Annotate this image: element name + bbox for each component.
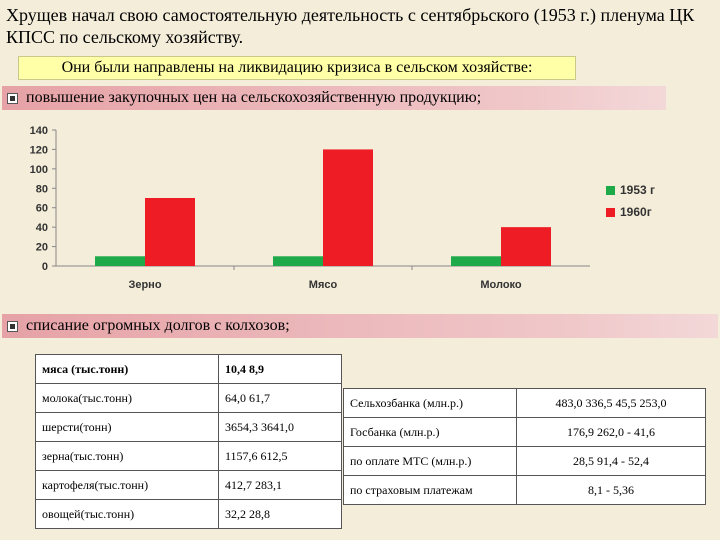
bar-Мясо-1953 г: [273, 256, 323, 266]
y-tick-label: 100: [30, 164, 48, 176]
bar-chart: 0 20 40 60 80 100 120 140 Зерно Мясо Молоко 1953 г 1…: [30, 125, 655, 291]
table-cell: молока(тыс.тонн): [35, 383, 219, 413]
page-title: Хрущев начал свою самостоятельную деятел…: [6, 5, 695, 47]
debt-table: Сельхозбанка (млн.р.) 483,0 336,5 45,5 2…: [343, 388, 706, 505]
bar-Молоко-1960г: [501, 227, 551, 266]
x-tick-label: Зерно: [128, 279, 161, 291]
bullet-text: повышение закупочных цен на сельскохозяй…: [26, 89, 482, 106]
table-row: мяса (тыс.тонн) 10,4 8,9: [35, 354, 342, 384]
legend-label: 1953 г: [620, 183, 655, 197]
table-cell: 32,2 28,8: [218, 499, 342, 529]
table-cell: 64,0 61,7: [218, 383, 342, 413]
table-cell: 28,5 91,4 - 52,4: [516, 446, 706, 476]
table-cell: Сельхозбанка (млн.р.): [343, 388, 517, 418]
table-cell: 176,9 262,0 - 41,6: [516, 417, 706, 447]
table-row: Госбанка (млн.р.) 176,9 262,0 - 41,6: [343, 417, 706, 447]
table-cell: Госбанка (млн.р.): [343, 417, 517, 447]
table-cell: 8,1 - 5,36: [516, 475, 706, 505]
legend-swatch: [606, 186, 615, 195]
table-cell: шерсти(тонн): [35, 412, 219, 442]
y-tick-label: 140: [30, 125, 48, 137]
table-cell: 3654,3 3641,0: [218, 412, 342, 442]
table-row: по оплате МТС (млн.р.) 28,5 91,4 - 52,4: [343, 446, 706, 476]
legend-label: 1960г: [620, 205, 652, 219]
table-row: Сельхозбанка (млн.р.) 483,0 336,5 45,5 2…: [343, 388, 706, 418]
bullet-text: списание огромных долгов с колхозов;: [26, 317, 290, 334]
x-tick-label: Молоко: [480, 279, 522, 291]
legend-swatch: [606, 208, 615, 217]
bullet-item: повышение закупочных цен на сельскохозяй…: [2, 86, 666, 110]
x-tick-label: Мясо: [309, 279, 338, 291]
table-cell: зерна(тыс.тонн): [35, 441, 219, 471]
y-tick-label: 0: [42, 261, 48, 273]
y-tick-label: 40: [36, 222, 48, 234]
table-cell: 412,7 283,1: [218, 470, 342, 500]
bar-Мясо-1960г: [323, 149, 373, 266]
production-table: мяса (тыс.тонн) 10,4 8,9 молока(тыс.тонн…: [35, 354, 342, 529]
table-row: молока(тыс.тонн) 64,0 61,7: [35, 383, 342, 413]
banner: Они были направлены на ликвидацию кризис…: [18, 56, 576, 80]
table-cell: 1157,6 612,5: [218, 441, 342, 471]
table-cell: овощей(тыс.тонн): [35, 499, 219, 529]
table-cell: картофеля(тыс.тонн): [35, 470, 219, 500]
y-tick-label: 20: [36, 242, 48, 254]
checkbox-bullet-icon: [7, 93, 18, 104]
table-cell: по оплате МТС (млн.р.): [343, 446, 517, 476]
table-row: по страховым платежам 8,1 - 5,36: [343, 475, 706, 505]
table-cell: 483,0 336,5 45,5 253,0: [516, 388, 706, 418]
y-tick-label: 60: [36, 203, 48, 215]
table-row: картофеля(тыс.тонн) 412,7 283,1: [35, 470, 342, 500]
table-row: овощей(тыс.тонн) 32,2 28,8: [35, 499, 342, 529]
y-tick-label: 120: [30, 144, 48, 156]
table-cell: 10,4 8,9: [218, 354, 342, 384]
table-cell: мяса (тыс.тонн): [35, 354, 219, 384]
bar-Зерно-1960г: [145, 198, 195, 266]
table-row: шерсти(тонн) 3654,3 3641,0: [35, 412, 342, 442]
table-cell: по страховым платежам: [343, 475, 517, 505]
bullet-item: списание огромных долгов с колхозов;: [2, 314, 718, 338]
bar-Молоко-1953 г: [451, 256, 501, 266]
table-row: зерна(тыс.тонн) 1157,6 612,5: [35, 441, 342, 471]
y-tick-label: 80: [36, 183, 48, 195]
bar-Зерно-1953 г: [95, 256, 145, 266]
checkbox-bullet-icon: [7, 321, 18, 332]
